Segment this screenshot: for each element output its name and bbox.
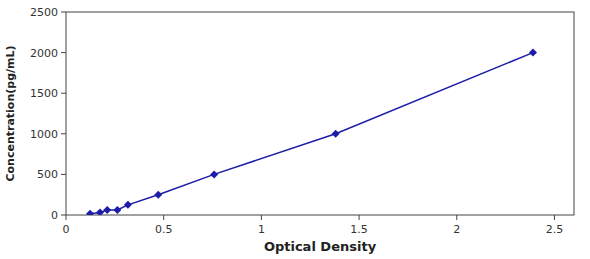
x-tick	[456, 215, 457, 220]
chart-container: 0 0.5 1 1.5 2 2.5 0 500 1000 1500 2000 2500 Optical …	[0, 0, 590, 259]
y-tick	[61, 174, 66, 175]
x-tick	[66, 215, 67, 220]
y-axis-label: Concentration(pg/mL)	[4, 45, 17, 181]
x-tick-label: 1.5	[350, 223, 368, 236]
marker	[103, 206, 111, 214]
y-tick	[61, 215, 66, 216]
marker	[210, 170, 218, 178]
marker	[529, 49, 537, 57]
x-tick-label: 0.5	[155, 223, 173, 236]
chart-svg: 0 0.5 1 1.5 2 2.5 0 500 1000 1500 2000 2500 Optical …	[0, 0, 590, 259]
marker	[113, 206, 121, 214]
marker	[96, 208, 104, 215]
marker	[124, 201, 132, 209]
y-tick-label: 0	[51, 209, 58, 222]
y-tick	[61, 52, 66, 53]
x-tick-label: 1	[258, 223, 265, 236]
x-tick-label: 2	[453, 223, 460, 236]
y-tick-label: 500	[37, 168, 58, 181]
x-tick	[261, 215, 262, 220]
plot-frame	[66, 12, 574, 215]
y-tick	[61, 133, 66, 134]
y-tick-label: 2500	[30, 6, 58, 19]
y-tick-label: 2000	[30, 47, 58, 60]
y-tick-label: 1000	[30, 128, 58, 141]
marker	[86, 210, 94, 215]
marker	[332, 130, 340, 138]
x-axis-label: Optical Density	[264, 239, 377, 254]
y-tick-label: 1500	[30, 87, 58, 100]
x-tick	[163, 215, 164, 220]
marker	[154, 191, 162, 199]
x-tick	[359, 215, 360, 220]
y-tick	[61, 93, 66, 94]
data-layer	[86, 49, 537, 215]
x-tick-label: 0	[63, 223, 70, 236]
line	[90, 53, 533, 214]
y-tick	[61, 12, 66, 13]
x-tick	[554, 215, 555, 220]
axes: 0 0.5 1 1.5 2 2.5 0 500 1000 1500 2000 2500	[30, 6, 574, 236]
x-tick-label: 2.5	[546, 223, 564, 236]
